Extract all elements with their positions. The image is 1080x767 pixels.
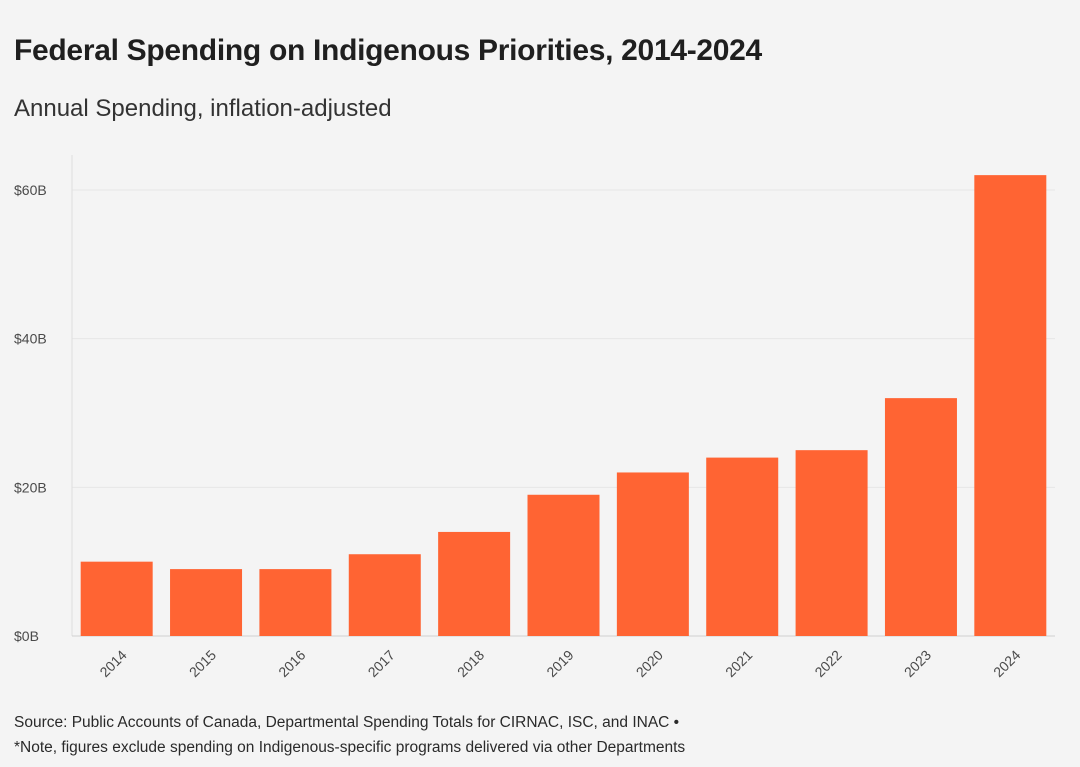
y-tick-label: $60B — [14, 182, 47, 198]
bar-2019 — [527, 494, 600, 636]
x-tick-label: 2023 — [901, 647, 934, 680]
chart-title: Federal Spending on Indigenous Prioritie… — [14, 34, 762, 67]
chart-subtitle: Annual Spending, inflation-adjusted — [14, 95, 392, 122]
bar-2017 — [348, 554, 421, 636]
bar-2024 — [974, 175, 1047, 636]
exclusion-note: *Note, figures exclude spending on Indig… — [14, 739, 686, 756]
x-tick-label: 2024 — [990, 647, 1023, 680]
x-tick-label: 2020 — [633, 647, 666, 680]
x-tick-label: 2017 — [365, 647, 398, 680]
x-tick-label: 2015 — [186, 647, 219, 680]
y-tick-label: $40B — [14, 331, 47, 347]
y-tick-label: $0B — [14, 628, 39, 644]
y-axis-ticks: $0B $20B $40B $60B — [14, 182, 47, 644]
x-axis-ticks: 2014 2015 2016 2017 2018 2019 2020 2021 2022 2023… — [96, 647, 1023, 680]
source-note: Source: Public Accounts of Canada, Depar… — [14, 714, 680, 731]
bar-2022 — [795, 450, 868, 636]
bar-2018 — [438, 531, 511, 636]
bar-chart: $0B $20B $40B $60B 2014 2015 2016 2017 2018 2019… — [14, 155, 1055, 680]
x-tick-label: 2019 — [543, 647, 576, 680]
x-tick-label: 2016 — [275, 647, 308, 680]
bar-2016 — [259, 569, 332, 636]
bar-2020 — [616, 472, 689, 636]
x-tick-label: 2022 — [811, 647, 844, 680]
bars — [80, 175, 1047, 636]
x-tick-label: 2021 — [722, 647, 755, 680]
bar-2015 — [170, 569, 243, 636]
x-tick-label: 2014 — [96, 647, 129, 680]
bar-2023 — [884, 398, 957, 636]
bar-2014 — [80, 561, 153, 636]
bar-2021 — [706, 457, 779, 636]
x-tick-label: 2018 — [454, 647, 487, 680]
y-tick-label: $20B — [14, 479, 47, 495]
